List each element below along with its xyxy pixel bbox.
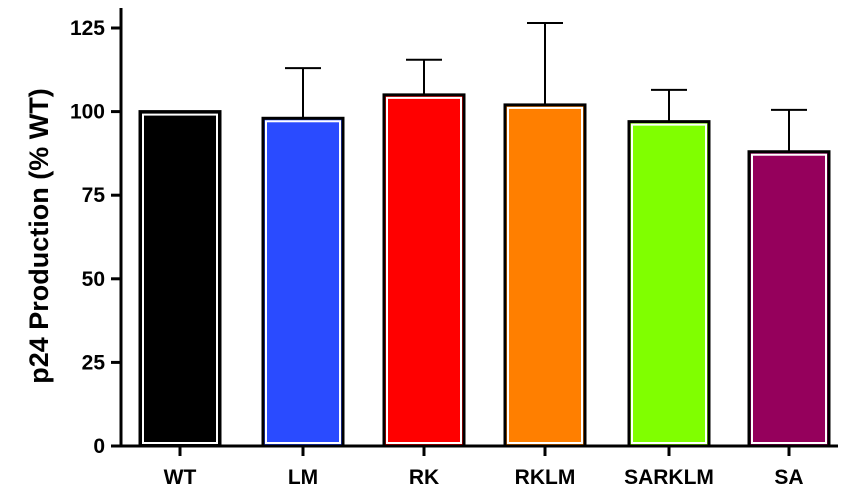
- x-tick-label-rklm: RKLM: [515, 466, 576, 489]
- y-tick-label: 100: [70, 101, 105, 124]
- bar-highlight-sarklm: [631, 123, 707, 445]
- y-tick-label: 75: [82, 184, 106, 207]
- x-tick-label-rk: RK: [409, 466, 439, 489]
- x-tick-label-lm: LM: [288, 466, 318, 489]
- x-tick-label-sarklm: SARKLM: [624, 466, 714, 489]
- y-tick-label: 25: [82, 351, 106, 374]
- x-tick-label-wt: WT: [164, 466, 197, 489]
- bar-wt: [138, 110, 222, 448]
- bar-lm: [261, 116, 345, 448]
- y-tick-label: 50: [82, 268, 105, 291]
- y-tick-label: 125: [70, 17, 105, 40]
- bar-highlight-lm: [265, 120, 341, 445]
- bar-highlight-rk: [386, 96, 462, 444]
- bar-rk: [382, 93, 466, 448]
- bar-rklm: [503, 103, 587, 448]
- y-tick-label: 0: [93, 435, 105, 458]
- bar-sa: [747, 150, 831, 448]
- plot-area: 0 25 50 75 100 125 WT LM RK RKLM SARKLM SA: [70, 8, 838, 489]
- bar-highlight-rklm: [507, 106, 583, 445]
- bar-highlight-sa: [751, 153, 827, 444]
- bar-highlight-wt: [142, 113, 218, 444]
- x-tick-label-sa: SA: [774, 466, 803, 489]
- y-axis-title: p24 Production (% WT): [24, 88, 54, 383]
- bar-sarklm: [627, 120, 711, 448]
